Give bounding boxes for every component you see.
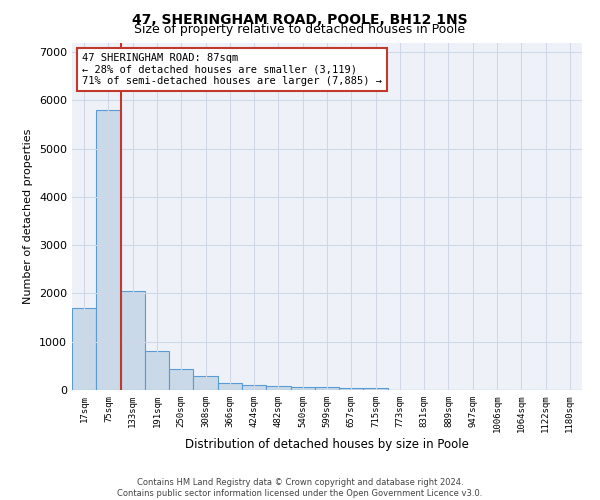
Bar (242, 385, 266, 390)
Bar (145, 352, 169, 390)
Bar (72, 308, 96, 390)
Y-axis label: Number of detached properties: Number of detached properties (23, 128, 34, 304)
Bar (218, 383, 242, 390)
Bar (290, 387, 315, 390)
Bar (96, 110, 121, 390)
X-axis label: Distribution of detached houses by size in Poole: Distribution of detached houses by size … (185, 438, 469, 451)
Bar (266, 386, 290, 390)
Text: 47 SHERINGHAM ROAD: 87sqm
← 28% of detached houses are smaller (3,119)
71% of se: 47 SHERINGHAM ROAD: 87sqm ← 28% of detac… (82, 53, 382, 86)
Bar (339, 388, 364, 390)
Bar (315, 388, 339, 390)
Bar (193, 376, 218, 390)
Bar (169, 369, 193, 390)
Text: Size of property relative to detached houses in Poole: Size of property relative to detached ho… (134, 22, 466, 36)
Text: 47, SHERINGHAM ROAD, POOLE, BH12 1NS: 47, SHERINGHAM ROAD, POOLE, BH12 1NS (132, 12, 468, 26)
Bar (121, 291, 145, 390)
Text: Contains HM Land Registry data © Crown copyright and database right 2024.
Contai: Contains HM Land Registry data © Crown c… (118, 478, 482, 498)
Bar (364, 388, 388, 390)
